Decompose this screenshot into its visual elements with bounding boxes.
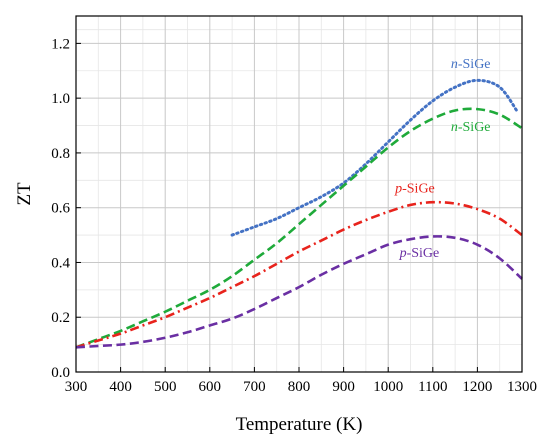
y-axis-title: ZT	[14, 182, 35, 206]
y-axis-ticks: 0.0 0.2 0.4 0.6 0.8 1.0 1.2	[51, 36, 81, 381]
x-tick-label: 700	[243, 379, 266, 395]
y-tick-label: 0.0	[51, 365, 70, 381]
y-tick-label: 0.6	[51, 201, 70, 217]
x-tick-label: 1100	[418, 379, 447, 395]
y-tick-label: 0.2	[51, 310, 70, 326]
x-tick-label: 1300	[507, 379, 537, 395]
x-axis-title: Temperature (K)	[236, 414, 363, 435]
series-label-1: n-SiGe	[451, 57, 491, 72]
y-tick-label: 1.2	[51, 36, 70, 52]
x-tick-label: 400	[109, 379, 132, 395]
series-line-1	[230, 78, 520, 237]
x-tick-label: 300	[65, 379, 88, 395]
x-tick-label: 1000	[373, 379, 403, 395]
x-tick-label: 600	[199, 379, 222, 395]
y-tick-label: 1.0	[51, 91, 70, 107]
series-label-2: n-SiGe	[451, 120, 491, 135]
y-tick-label: 0.8	[51, 146, 70, 162]
x-axis-ticks: 300 400 500 600 700 800 900 1000 1100 1200 1300	[65, 367, 537, 395]
series-label-4: p-SiGe	[399, 246, 440, 261]
series-label-3: p-SiGe	[394, 182, 435, 197]
series-line-2	[75, 107, 523, 349]
x-tick-label: 500	[154, 379, 177, 395]
series-line-3	[75, 200, 523, 349]
annotation-layer: n-SiGe n-SiGe p-SiGe p-SiGe	[394, 57, 490, 261]
series-layer	[75, 78, 523, 349]
y-tick-label: 0.4	[51, 255, 70, 271]
x-tick-label: 800	[288, 379, 311, 395]
series-line-4	[75, 235, 523, 349]
x-tick-label: 1200	[462, 379, 492, 395]
x-tick-label: 900	[332, 379, 355, 395]
